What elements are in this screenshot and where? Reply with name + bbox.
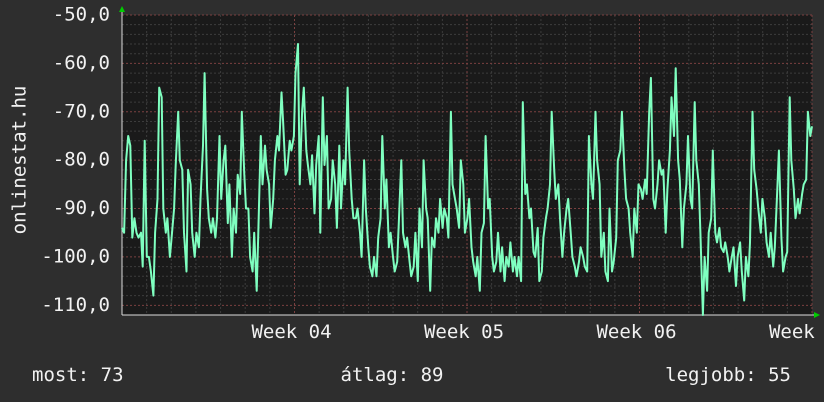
y-tick-label: -80,0 — [53, 149, 110, 171]
y-tick-label: -110,0 — [41, 294, 110, 316]
current-value: most: 73 — [32, 364, 124, 386]
y-tick-label: -60,0 — [53, 52, 110, 74]
series-line — [121, 43, 813, 316]
x-tick-label: Week 05 — [424, 321, 504, 343]
y-axis-ticks: -50,0 -60,0 -70,0 -80,0 -90,0 -100,0 -110,0 — [41, 4, 110, 316]
x-tick-label: Week 07 — [769, 321, 824, 343]
y-tick-label: -100,0 — [41, 245, 110, 267]
major-grid — [122, 14, 813, 315]
y-tick-label: -70,0 — [53, 100, 110, 122]
axes — [119, 6, 820, 318]
y-axis-arrow-icon — [119, 6, 125, 12]
average-value: átlag: 89 — [341, 364, 444, 386]
x-axis-ticks: Week 04 Week 05 Week 06 Week 07 — [251, 321, 824, 343]
y-tick-label: -90,0 — [53, 197, 110, 219]
x-tick-label: Week 04 — [251, 321, 331, 343]
side-label: onlinestat.hu — [9, 86, 31, 235]
best-value: legjobb: 55 — [665, 364, 791, 386]
x-axis-arrow-icon — [814, 312, 820, 318]
x-tick-label: Week 06 — [596, 321, 676, 343]
y-tick-label: -50,0 — [53, 4, 110, 26]
